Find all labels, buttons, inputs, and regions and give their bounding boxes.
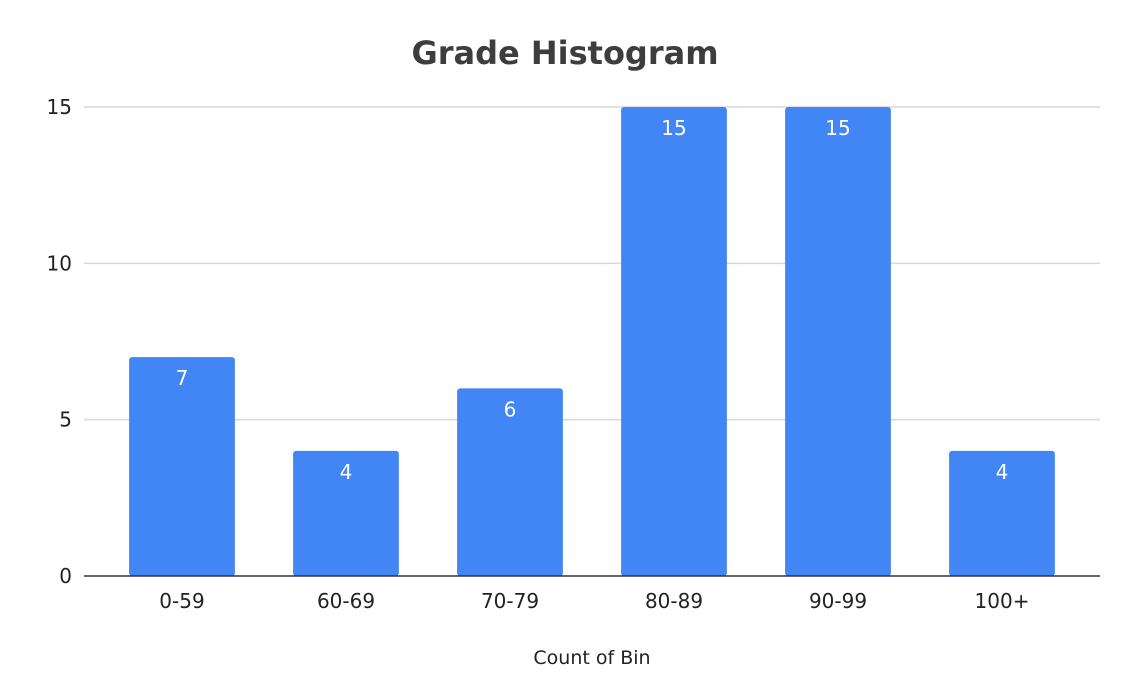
bar-value-label: 6 <box>504 397 517 421</box>
chart-title: Grade Histogram <box>411 34 718 72</box>
bar-value-label: 15 <box>661 116 686 140</box>
gridlines <box>84 106 1100 421</box>
x-tick-label: 0-59 <box>159 589 204 613</box>
x-tick-label: 90-99 <box>809 589 867 613</box>
x-axis-label: Count of Bin <box>533 647 650 669</box>
bar-value-label: 15 <box>825 116 850 140</box>
y-axis-ticks: 0 5 10 15 <box>47 95 72 588</box>
bar-60-69[interactable] <box>293 450 399 576</box>
bar-value-label: 7 <box>176 366 189 390</box>
y-tick-label: 15 <box>47 95 72 119</box>
x-tick-label: 100+ <box>975 589 1030 613</box>
y-tick-label: 10 <box>47 251 72 275</box>
bar-value-label: 4 <box>996 460 1009 484</box>
bar-70-79[interactable] <box>457 388 563 576</box>
x-tick-label: 60-69 <box>317 589 375 613</box>
y-tick-label: 0 <box>59 564 72 588</box>
bars <box>129 107 1055 576</box>
y-tick-label: 5 <box>59 408 72 432</box>
bar-90-99[interactable] <box>785 107 891 576</box>
bar-100+[interactable] <box>949 450 1055 576</box>
x-tick-label: 80-89 <box>645 589 703 613</box>
bar-value-label: 4 <box>340 460 353 484</box>
x-axis-ticks: 0-59 60-69 70-79 80-89 90-99 100+ <box>159 589 1029 613</box>
bar-value-labels: 7 4 6 15 15 4 <box>176 116 1009 484</box>
bar-80-89[interactable] <box>621 107 727 576</box>
bar-0-59[interactable] <box>129 357 235 576</box>
x-tick-label: 70-79 <box>481 589 539 613</box>
